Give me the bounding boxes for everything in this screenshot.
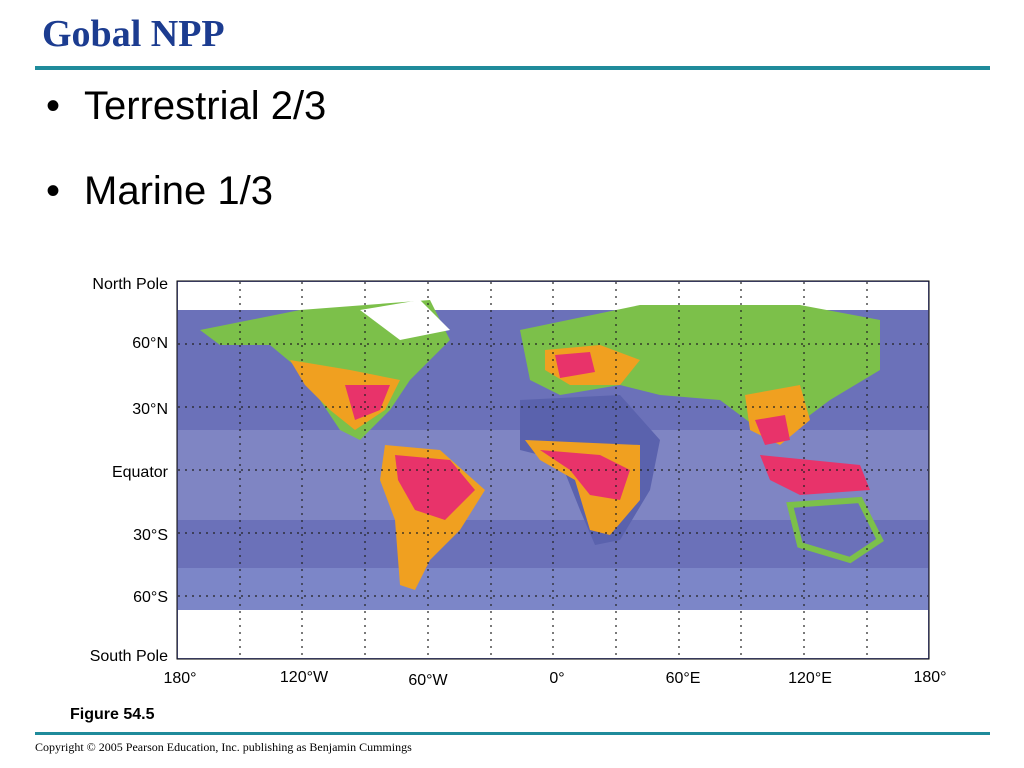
latitude-label: 60°N bbox=[132, 335, 168, 352]
copyright: Copyright © 2005 Pearson Education, Inc.… bbox=[35, 740, 412, 754]
bullet-text: Terrestrial 2/3 bbox=[84, 84, 327, 128]
longitude-label: 180° bbox=[913, 669, 947, 686]
longitude-label: 0° bbox=[549, 670, 565, 687]
longitude-label: 60°E bbox=[665, 670, 701, 687]
longitude-label: 120°E bbox=[788, 670, 832, 687]
bullet-item: • Terrestrial 2/3 bbox=[46, 84, 327, 128]
map-land bbox=[395, 455, 475, 520]
map-grid bbox=[178, 282, 928, 658]
longitude-label: 180° bbox=[163, 670, 197, 687]
latitude-label: North Pole bbox=[92, 276, 168, 293]
longitude-label: 120°W bbox=[279, 669, 329, 686]
map-land bbox=[760, 455, 870, 495]
map-land bbox=[755, 415, 790, 445]
figure-caption: Figure 54.5 bbox=[70, 706, 155, 723]
footer-rule bbox=[35, 732, 990, 735]
latitude-label: Equator bbox=[111, 464, 168, 481]
bullet-text: Marine 1/3 bbox=[84, 169, 273, 213]
map-land bbox=[786, 496, 884, 564]
map-land bbox=[555, 352, 595, 378]
latitude-label: South Pole bbox=[89, 648, 168, 665]
map-land bbox=[540, 450, 630, 500]
latitude-label: 60°S bbox=[133, 589, 168, 606]
latitude-label: 30°N bbox=[132, 401, 168, 418]
title-rule bbox=[35, 66, 990, 70]
map-land bbox=[345, 385, 390, 420]
latitude-label: 30°S bbox=[133, 527, 168, 544]
map-southern-ocean bbox=[178, 568, 928, 610]
slide-title: Gobal NPP bbox=[42, 13, 225, 55]
bullet-item: • Marine 1/3 bbox=[46, 169, 273, 213]
longitude-label: 60°W bbox=[408, 672, 448, 689]
